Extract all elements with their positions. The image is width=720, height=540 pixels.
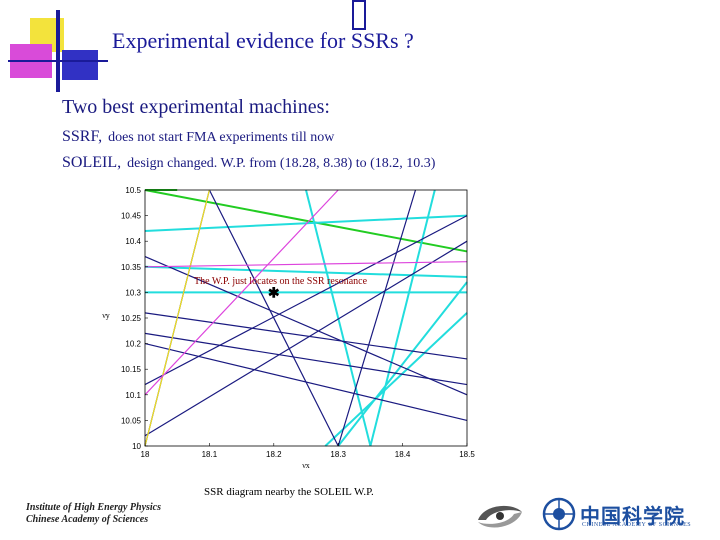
x-tick-label: 18.2 xyxy=(266,450,282,459)
resonance-line-20 xyxy=(144,261,468,268)
cas-english-name: CHINESE ACADEMY OF SCIENCES xyxy=(582,522,692,528)
y-tick-label: 10 xyxy=(132,442,141,451)
decor-vertical-bar xyxy=(56,10,60,92)
resonance-line-13 xyxy=(144,312,468,360)
machine-name: SSRF, xyxy=(62,128,103,145)
resonance-line-17 xyxy=(144,343,468,421)
y-tick-label: 10.15 xyxy=(121,365,142,374)
institute-footer: Institute of High Energy Physics Chinese… xyxy=(26,502,161,526)
resonance-line-0 xyxy=(144,189,468,253)
y-tick-label: 10.25 xyxy=(121,314,142,323)
y-tick-label: 10.05 xyxy=(121,416,142,425)
institute-line: Institute of High Energy Physics xyxy=(26,502,162,513)
y-tick-label: 10.2 xyxy=(125,340,141,349)
y-tick-label: 10.35 xyxy=(121,263,142,272)
title-placeholder-glyph xyxy=(352,0,366,30)
machine-name: SOLEIL, xyxy=(62,154,122,171)
resonance-line-7 xyxy=(324,312,468,447)
y-tick-label: 10.3 xyxy=(125,288,141,297)
resonance-line-18 xyxy=(144,189,210,447)
slide-headline: Two best experimental machines: xyxy=(62,96,330,118)
x-tick-label: 18 xyxy=(141,450,150,459)
cas-name: 中国科学院 xyxy=(580,506,685,528)
figure-caption: SSR diagram nearby the SOLEIL W.P. xyxy=(204,486,374,498)
chart-annotation: The W.P. just locates on the SSR resonan… xyxy=(194,276,368,287)
y-axis-label: νy xyxy=(102,311,110,320)
resonance-line-5 xyxy=(305,189,372,447)
machine-row-soleil: SOLEIL, design changed. W.P. from (18.28,… xyxy=(62,154,435,172)
resonance-line-14 xyxy=(144,332,468,386)
machine-description: design changed. W.P. from (18.28, 8.38) … xyxy=(127,156,436,171)
y-tick-label: 10.45 xyxy=(121,212,142,221)
y-tick-label: 10.5 xyxy=(125,186,141,195)
resonance-line-8 xyxy=(337,281,468,447)
working-point-marker: ✱ xyxy=(268,284,280,300)
ssr-resonance-diagram: 18 18.1 18.2 18.3 18.4 18.5 10 10.05 10.1 10.15 10… xyxy=(102,186,475,470)
resonance-line-11 xyxy=(144,256,468,396)
x-tick-label: 18.5 xyxy=(459,450,475,459)
y-tick-label: 10.1 xyxy=(125,391,141,400)
y-tick-label: 10.4 xyxy=(125,237,141,246)
x-tick-label: 18.3 xyxy=(330,450,346,459)
x-tick-label: 18.1 xyxy=(202,450,218,459)
resonance-line-15 xyxy=(144,240,468,437)
resonance-line-6 xyxy=(369,189,436,447)
cas-emblem-icon xyxy=(542,497,576,531)
institute-line: Chinese Academy of Sciences xyxy=(26,514,149,525)
machine-description: does not start FMA experiments till now xyxy=(108,130,335,145)
decor-blue-square xyxy=(62,50,98,80)
resonance-line-16 xyxy=(337,189,417,447)
resonance-line-19 xyxy=(144,189,339,396)
decor-horizontal-bar xyxy=(8,60,108,62)
x-tick-label: 18.4 xyxy=(395,450,411,459)
x-axis-label: νx xyxy=(302,461,310,470)
machine-row-ssrf: SSRF, does not start FMA experiments till… xyxy=(62,128,334,146)
resonance-line-10 xyxy=(208,189,339,447)
swirl-logo-icon xyxy=(478,505,522,528)
slide-title: Experimental evidence for SSRs ? xyxy=(112,28,414,53)
